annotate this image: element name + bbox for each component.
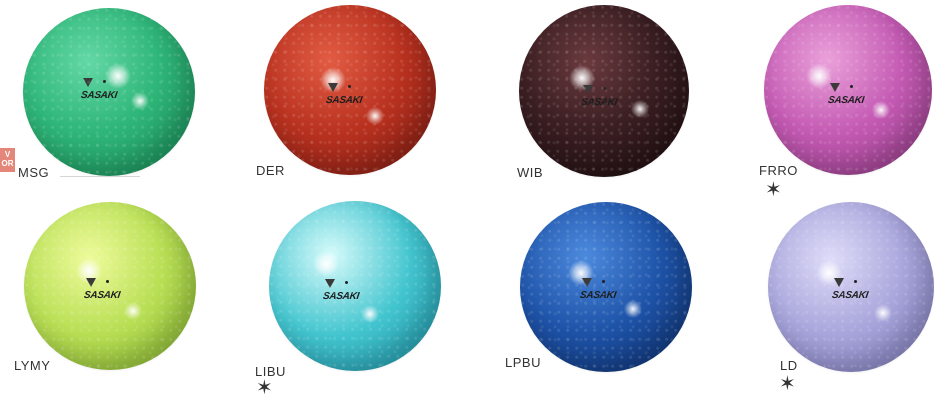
dot-icon xyxy=(603,87,606,90)
brand-emblem-icon xyxy=(86,278,96,287)
divider xyxy=(60,176,140,177)
dot-icon xyxy=(345,281,348,284)
brand-emblem-icon xyxy=(328,83,338,92)
dot-icon xyxy=(106,280,109,283)
ball-label-lymy: LYMY xyxy=(14,358,51,373)
brand-emblem-icon xyxy=(83,78,93,87)
star-icon: ✶ xyxy=(765,179,782,201)
brand-emblem-icon xyxy=(830,83,840,92)
ball-wib[interactable]: SASAKI xyxy=(519,5,689,177)
highlight xyxy=(320,67,346,93)
ball-label-libu: LIBU xyxy=(255,364,286,379)
brand-emblem-icon xyxy=(583,85,593,94)
ball-der[interactable]: SASAKI xyxy=(264,5,436,175)
star-icon: ✶ xyxy=(256,377,273,399)
star-icon: ✶ xyxy=(779,373,796,395)
highlight xyxy=(568,260,594,286)
brand-logo: SASAKI xyxy=(83,278,130,306)
highlight xyxy=(872,101,890,119)
ball-lpbu[interactable]: SASAKI xyxy=(520,202,692,372)
brand-logo: SASAKI xyxy=(80,78,127,106)
ball-lymy[interactable]: SASAKI xyxy=(24,202,196,370)
highlight xyxy=(131,92,149,110)
ball-label-lpbu: LPBU xyxy=(505,355,541,370)
brand-logo: SASAKI xyxy=(325,83,372,111)
ball-frro[interactable]: SASAKI xyxy=(764,5,932,175)
brand-text: SASAKI xyxy=(831,290,869,301)
brand-emblem-icon xyxy=(834,278,844,287)
brand-text: SASAKI xyxy=(322,291,360,302)
highlight xyxy=(361,305,379,323)
ball-label-wib: WIB xyxy=(517,165,544,180)
ball-msg[interactable]: SASAKI xyxy=(23,8,195,176)
highlight xyxy=(105,63,131,89)
highlight xyxy=(806,63,832,89)
dot-icon xyxy=(348,85,351,88)
brand-emblem-icon xyxy=(582,278,592,287)
dot-icon xyxy=(103,80,106,83)
brand-logo: SASAKI xyxy=(579,278,626,306)
brand-text: SASAKI xyxy=(827,95,865,106)
ball-label-der: DER xyxy=(256,163,285,178)
highlight xyxy=(631,100,649,118)
highlight xyxy=(124,302,142,320)
brand-emblem-icon xyxy=(325,279,335,288)
brand-logo: SASAKI xyxy=(322,279,369,307)
dot-icon xyxy=(854,280,857,283)
highlight xyxy=(874,304,892,322)
brand-text: SASAKI xyxy=(579,290,617,301)
highlight xyxy=(624,300,642,318)
brand-logo: SASAKI xyxy=(831,278,878,306)
ball-label-frro: FRRO xyxy=(759,163,798,178)
brand-logo: SASAKI xyxy=(827,83,874,111)
dot-icon xyxy=(602,280,605,283)
highlight xyxy=(76,258,102,284)
dot-icon xyxy=(850,85,853,88)
highlight xyxy=(816,260,842,286)
brand-text: SASAKI xyxy=(80,90,118,101)
ball-ld[interactable]: SASAKI xyxy=(768,202,934,372)
ball-label-msg: MSG xyxy=(18,165,50,180)
highlight xyxy=(313,251,339,277)
brand-text: SASAKI xyxy=(580,97,618,108)
highlight xyxy=(366,107,384,125)
ball-label-ld: LD xyxy=(780,358,798,373)
brand-text: SASAKI xyxy=(83,290,121,301)
ball-libu[interactable]: SASAKI xyxy=(269,201,441,371)
highlight xyxy=(569,65,595,91)
brand-logo: SASAKI xyxy=(580,85,627,113)
brand-text: SASAKI xyxy=(325,95,363,106)
new-color-badge: V OR xyxy=(0,148,15,172)
